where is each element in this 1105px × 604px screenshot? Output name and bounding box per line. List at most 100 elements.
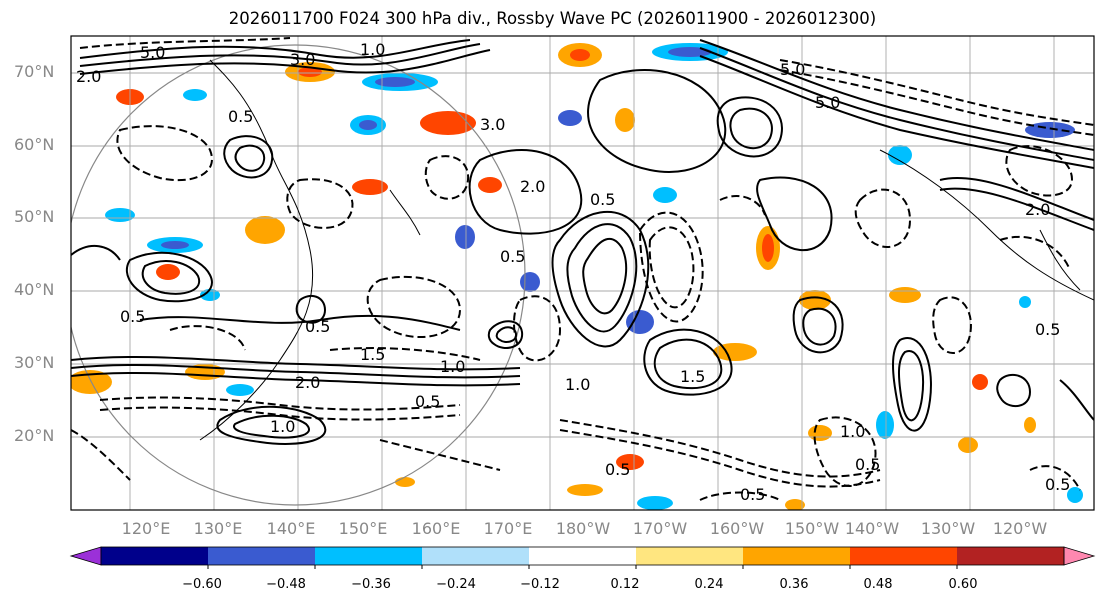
shade-patch — [105, 208, 135, 222]
colorbar — [69, 546, 1096, 569]
colorbar-extend-high — [1063, 546, 1096, 566]
contour-label: 1.0 — [360, 40, 385, 59]
contour-label: 0.5 — [605, 460, 630, 479]
colorbar-segment — [850, 547, 958, 565]
shade-patch — [245, 216, 285, 244]
shade-patch — [455, 225, 475, 249]
shade-patch — [570, 49, 590, 61]
contour-label: 5.0 — [815, 93, 840, 112]
shade-patch — [958, 437, 978, 453]
shade-patch — [520, 272, 540, 292]
coastlines — [199, 59, 1094, 441]
contour-label: 1.5 — [360, 345, 385, 364]
contour-labels: 5.0 2.0 0.5 2.0 0.5 3.0 1.0 3.0 5.0 5.0 … — [76, 40, 1070, 504]
colorbar-segment — [315, 547, 423, 565]
colorbar-segment — [208, 547, 316, 565]
contour-label: 0.5 — [415, 392, 440, 411]
contour-label: 3.0 — [480, 115, 505, 134]
shade-patch — [298, 67, 322, 77]
lon-label: 180°W — [555, 519, 611, 538]
colorbar-segment — [957, 547, 1065, 565]
contour-label: 0.5 — [740, 485, 765, 504]
shade-patch — [626, 310, 654, 334]
contour-label: 1.0 — [840, 422, 865, 441]
map-title: 2026011700 F024 300 hPa div., Rossby Wav… — [228, 9, 877, 28]
shade-patch — [653, 187, 677, 203]
shade-patch — [713, 343, 757, 361]
shade-patch — [478, 177, 502, 193]
dashed-contours — [71, 37, 1094, 501]
lon-label: 150°W — [784, 519, 840, 538]
lon-label: 130°E — [193, 519, 243, 538]
contour-label: 0.5 — [120, 307, 145, 326]
map-frame — [70, 35, 1095, 511]
colorbar-tick-label: 0.24 — [694, 577, 724, 592]
colorbar-tick-label: 0.48 — [863, 577, 893, 592]
lon-label: 150°E — [338, 519, 388, 538]
contour-label: 1.5 — [680, 367, 705, 386]
colorbar-outline — [100, 546, 1065, 566]
shade-patch — [156, 264, 180, 280]
contour-label: 0.5 — [855, 455, 880, 474]
shade-patch — [1019, 296, 1031, 308]
lon-label: 140°W — [844, 519, 900, 538]
shade-patch — [889, 287, 921, 303]
contour-label: 5.0 — [780, 60, 805, 79]
lon-label: 160°W — [709, 519, 765, 538]
lon-label: 170°E — [483, 519, 533, 538]
colorbar-extend-low — [69, 546, 102, 566]
colorbar-tick-label: −0.24 — [436, 577, 476, 592]
shade-patch — [395, 477, 415, 487]
lon-label: 130°W — [920, 519, 976, 538]
lon-label: 170°W — [632, 519, 688, 538]
lon-label: 140°E — [266, 519, 316, 538]
lat-label: 40°N — [14, 280, 55, 299]
colorbar-tick-label: −0.36 — [351, 577, 391, 592]
shade-patch — [200, 289, 220, 301]
contour-label: 2.0 — [520, 177, 545, 196]
contour-label: 0.5 — [590, 190, 615, 209]
solid-contours — [71, 39, 1094, 445]
lat-label: 70°N — [14, 62, 55, 81]
lat-label: 60°N — [14, 135, 55, 154]
lat-label: 50°N — [14, 207, 55, 226]
contour-label: 0.5 — [1045, 475, 1070, 494]
colorbar-tick-label: 0.60 — [948, 577, 978, 592]
shade-patch — [637, 496, 673, 510]
shade-patch — [558, 110, 582, 126]
shade-patch — [352, 179, 388, 195]
region-circle — [71, 44, 526, 506]
contour-label: 2.0 — [1025, 200, 1050, 219]
divergence-shading — [71, 43, 1083, 510]
contour-label: 0.5 — [305, 317, 330, 336]
shade-patch — [888, 145, 912, 165]
colorbar-segment — [422, 547, 530, 565]
lon-label: 120°W — [992, 519, 1048, 538]
shade-patch — [375, 77, 415, 87]
lon-label: 160°E — [411, 519, 461, 538]
contour-label: 2.0 — [295, 373, 320, 392]
lat-label: 30°N — [14, 353, 55, 372]
contour-label: 1.0 — [270, 417, 295, 436]
shade-patch — [1067, 487, 1083, 503]
shade-patch — [616, 454, 644, 470]
contour-label: 1.0 — [565, 375, 590, 394]
colorbar-tick-label: −0.12 — [520, 577, 560, 592]
colorbar-tick-label: −0.48 — [266, 577, 306, 592]
contour-label: 0.5 — [500, 247, 525, 266]
contour-label: 0.5 — [228, 107, 253, 126]
colorbar-segment — [101, 547, 209, 565]
shade-patch — [161, 241, 189, 249]
shade-patch — [1025, 122, 1075, 138]
contour-label: 2.0 — [76, 67, 101, 86]
colorbar-tick-label: −0.60 — [182, 577, 222, 592]
shade-patch — [876, 411, 894, 439]
shade-patch — [785, 499, 805, 510]
shade-patch — [615, 108, 635, 132]
lon-label: 120°E — [121, 519, 171, 538]
colorbar-segment — [529, 547, 637, 565]
colorbar-segment — [636, 547, 744, 565]
contour-label: 1.0 — [440, 357, 465, 376]
shade-patch — [668, 47, 712, 57]
contour-label: 3.0 — [290, 50, 315, 69]
